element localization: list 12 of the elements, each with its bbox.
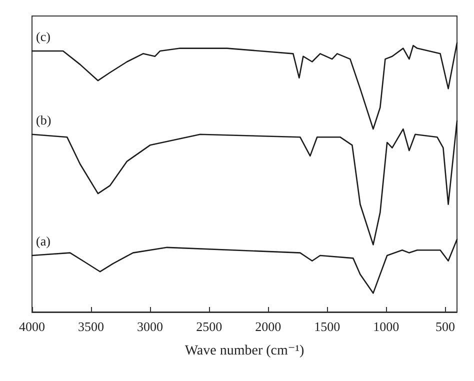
series-label: (b) [36,112,52,128]
x-tick-label: 1500 [314,319,340,334]
series-label: (a) [36,233,50,248]
x-tick-label: 4000 [19,319,45,334]
x-axis-title: Wave number (cm⁻¹) [184,344,304,358]
series-label: (c) [36,28,50,44]
x-tick-label: 1000 [373,319,400,334]
x-tick-label: 3500 [78,319,104,334]
x-tick-label: 500 [435,319,455,334]
x-tick-label: 2000 [255,319,282,334]
x-tick-label: 3000 [137,319,164,334]
x-tick-label: 2500 [196,319,222,334]
